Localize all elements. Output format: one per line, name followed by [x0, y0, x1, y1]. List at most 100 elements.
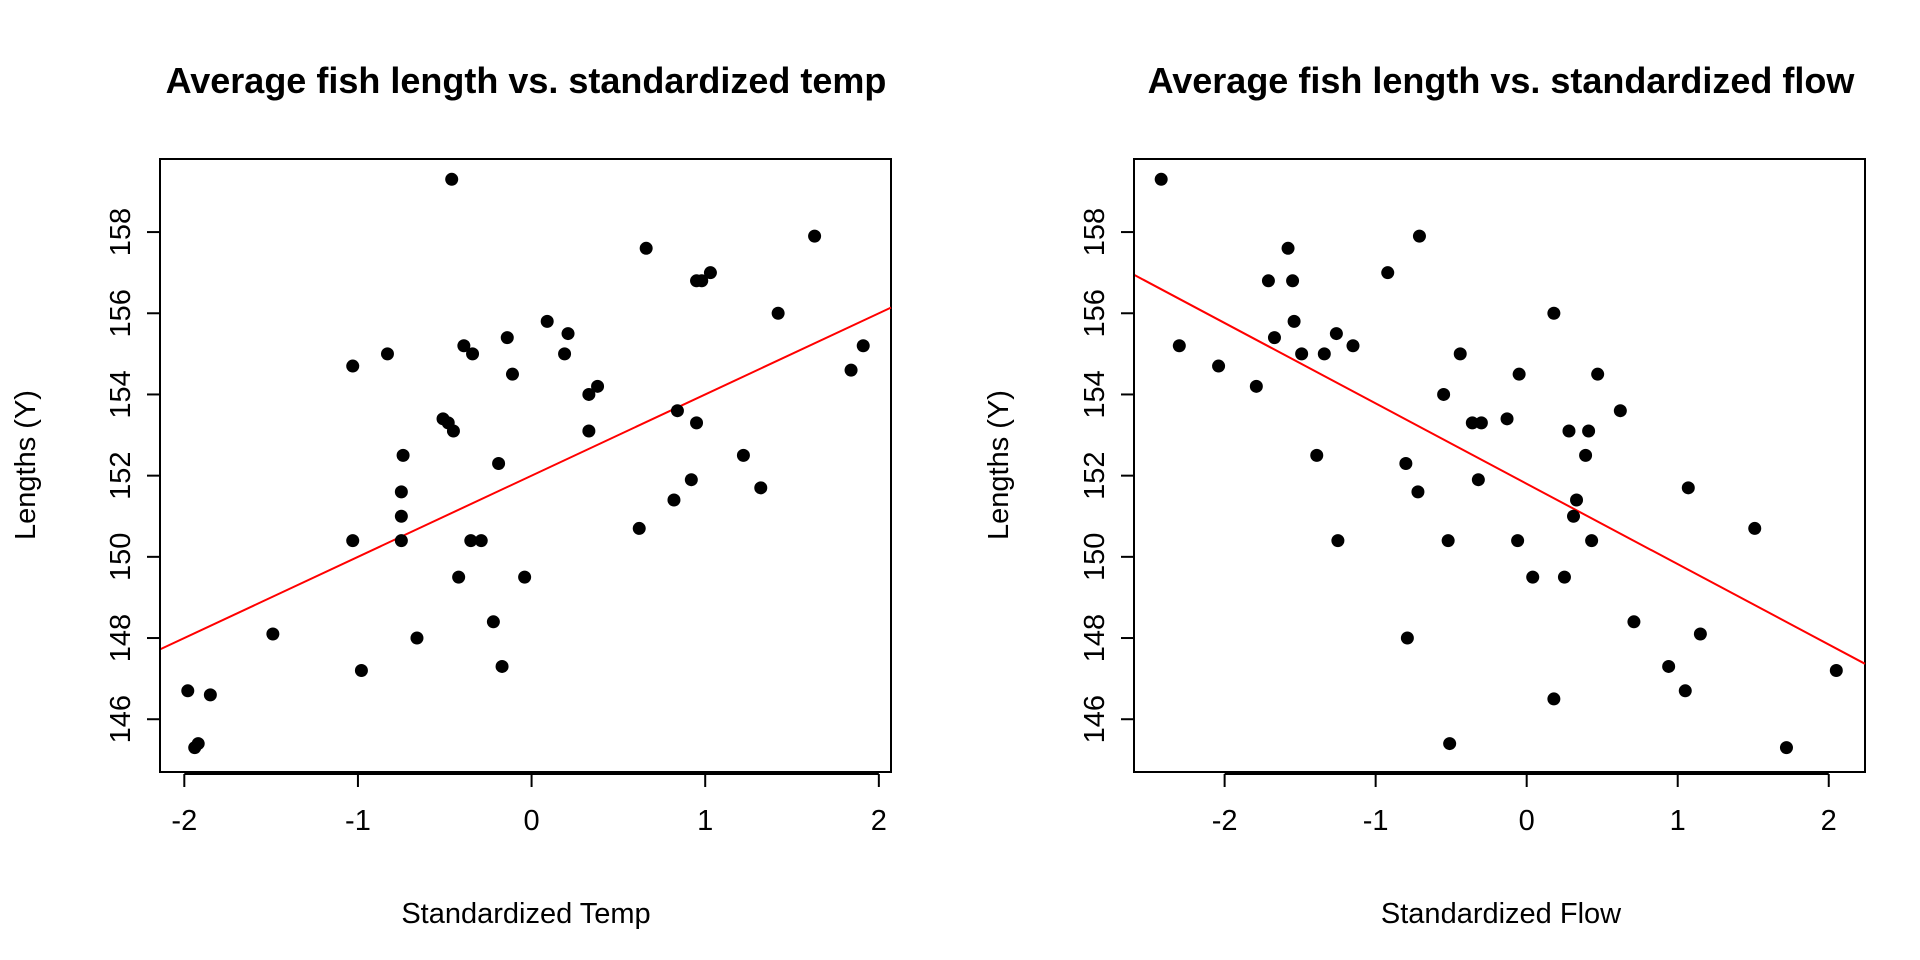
data-point: [1591, 367, 1605, 381]
data-point: [1411, 485, 1425, 499]
data-point: [667, 493, 681, 507]
data-point: [410, 631, 424, 645]
y-tick-label: 152: [1079, 451, 1111, 499]
data-point: [591, 379, 605, 393]
data-point: [1829, 664, 1843, 678]
data-point: [582, 387, 596, 401]
data-point: [582, 424, 596, 438]
data-point: [1570, 493, 1584, 507]
data-point: [492, 456, 506, 470]
data-point: [1471, 473, 1485, 487]
y-tick-label: 146: [105, 695, 137, 743]
y-axis-label: Lengths (Y): [983, 390, 1015, 540]
data-point: [1212, 359, 1226, 373]
data-point: [1331, 534, 1345, 548]
chart-title: Average fish length vs. standardized flo…: [1148, 60, 1856, 101]
data-point: [1346, 339, 1360, 353]
data-point: [1547, 692, 1561, 706]
data-point: [1317, 347, 1331, 361]
data-point: [1500, 412, 1514, 426]
data-point: [457, 339, 471, 353]
data-point: [486, 615, 500, 629]
y-axis: 146 148 150 152 154 156 158: [105, 208, 161, 743]
data-point: [1465, 416, 1479, 430]
data-point: [266, 627, 280, 641]
data-point: [1579, 448, 1593, 462]
data-point: [1681, 481, 1695, 495]
data-point: [1627, 615, 1641, 629]
temp-scatter-plot: Average fish length vs. standardized tem…: [10, 60, 892, 930]
data-point: [445, 172, 459, 186]
data-point: [771, 306, 785, 320]
data-point: [464, 534, 478, 548]
data-point: [1381, 266, 1395, 280]
points-group: [1154, 172, 1843, 755]
plot-frame: [159, 158, 892, 773]
x-tick-label: 0: [1519, 805, 1535, 837]
data-point: [452, 570, 466, 584]
data-point: [346, 534, 360, 548]
data-point: [500, 331, 514, 345]
data-point: [1474, 416, 1488, 430]
data-point: [181, 684, 195, 698]
data-point: [1512, 367, 1526, 381]
data-point: [1154, 172, 1168, 186]
x-tick-label: -2: [171, 805, 197, 837]
y-tick-label: 158: [1079, 208, 1111, 256]
data-point: [632, 521, 646, 535]
x-tick-label: 2: [1821, 805, 1837, 837]
data-point: [1511, 534, 1525, 548]
x-tick-label: -1: [345, 805, 371, 837]
x-tick-label: 0: [524, 805, 540, 837]
y-axis: 146 148 150 152 154 156 158: [1079, 208, 1135, 743]
data-point: [394, 509, 408, 523]
data-point: [1562, 424, 1576, 438]
y-tick-label: 148: [105, 614, 137, 662]
data-point: [1261, 274, 1275, 288]
y-tick-label: 148: [1079, 614, 1111, 662]
data-point: [1443, 737, 1457, 751]
data-point: [1172, 339, 1186, 353]
data-point: [1400, 631, 1414, 645]
data-point: [558, 347, 572, 361]
data-point: [203, 688, 217, 702]
data-point: [844, 363, 858, 377]
data-point: [736, 448, 750, 462]
x-tick-label: 1: [697, 805, 713, 837]
y-tick-label: 156: [1079, 289, 1111, 337]
data-point: [808, 229, 822, 243]
data-point: [518, 570, 532, 584]
points-group: [181, 172, 870, 755]
data-point: [1526, 570, 1540, 584]
data-point: [394, 485, 408, 499]
data-point: [396, 448, 410, 462]
regression-line-group: [159, 306, 892, 651]
x-axis: -2 -1 0 1 2: [1212, 773, 1837, 837]
data-point: [1437, 387, 1451, 401]
data-point: [1412, 229, 1426, 243]
regression-line: [159, 306, 892, 651]
data-point: [346, 359, 360, 373]
data-point: [1582, 424, 1596, 438]
data-point: [684, 473, 698, 487]
regression-line-group: [1133, 273, 1866, 665]
data-point: [1287, 314, 1301, 328]
flow-scatter-plot: Average fish length vs. standardized flo…: [983, 60, 1866, 930]
regression-line: [1133, 273, 1866, 665]
y-tick-label: 150: [105, 533, 137, 581]
data-point: [690, 416, 704, 430]
plot-frame: [1133, 158, 1866, 773]
y-tick-label: 146: [1079, 695, 1111, 743]
y-tick-label: 154: [105, 370, 137, 418]
data-point: [561, 327, 575, 341]
data-point: [1585, 534, 1599, 548]
data-point: [1567, 509, 1581, 523]
data-point: [1693, 627, 1707, 641]
y-axis-label: Lengths (Y): [10, 390, 42, 540]
data-point: [466, 347, 480, 361]
y-tick-label: 158: [105, 208, 137, 256]
x-tick-label: -1: [1363, 805, 1389, 837]
y-tick-label: 156: [105, 289, 137, 337]
data-point: [856, 339, 870, 353]
